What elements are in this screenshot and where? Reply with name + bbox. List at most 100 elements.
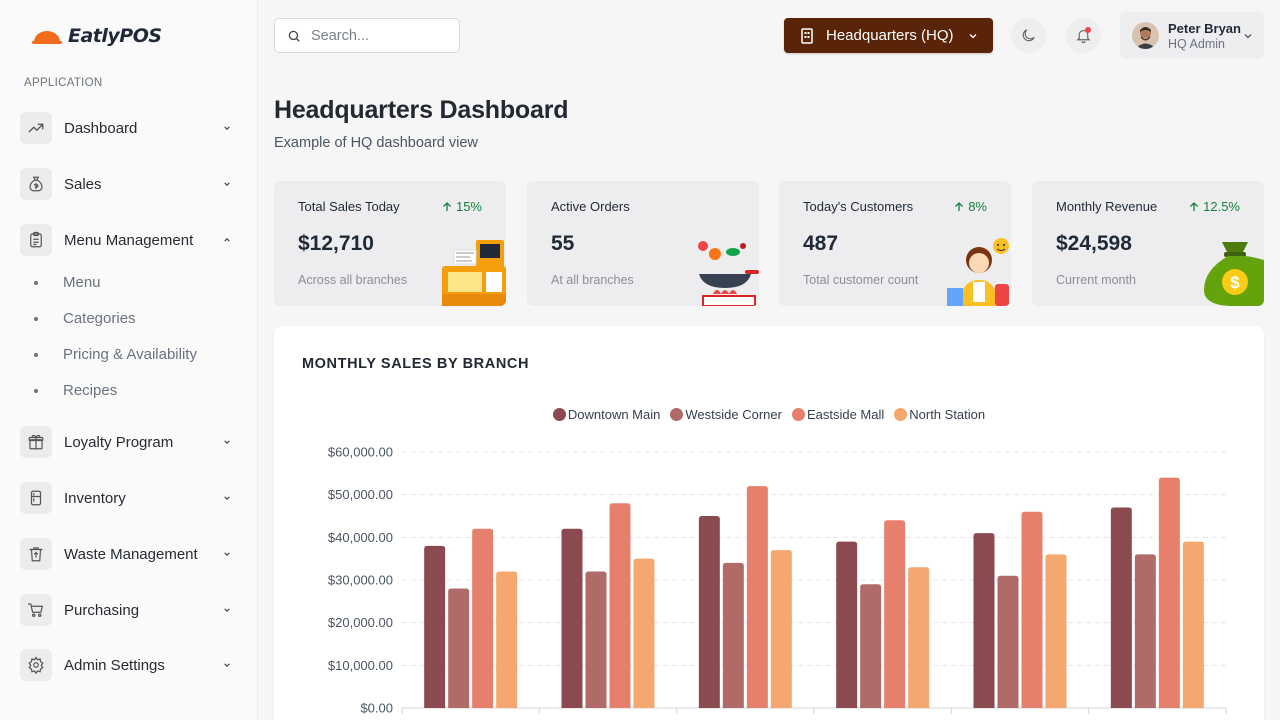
user-menu[interactable]: Peter Bryan HQ Admin [1120,12,1264,59]
y-tick-label: $10,000.00 [328,658,393,673]
bar[interactable] [1110,507,1132,708]
building-icon [801,27,813,44]
bar-chart: $0.00 $10,000.00 $20,000.00 $30,000.00 $40,0… [328,445,1227,716]
cash-register-icon [442,240,506,306]
search-input[interactable] [311,27,451,44]
sidebar-subitem-label: Categories [63,310,136,327]
bar[interactable] [609,503,631,708]
sidebar-item-label: Sales [64,175,102,193]
bar[interactable] [884,520,906,708]
bar[interactable] [424,545,446,708]
bar[interactable] [973,533,995,708]
user-name: Peter Bryan [1168,20,1241,36]
sidebar-subitem-menu[interactable]: Menu [34,274,101,291]
legend-swatch [670,408,684,421]
chevron-down-icon [224,663,230,667]
trending-up-icon [20,112,52,144]
page-subtitle: Example of HQ dashboard view [274,135,478,151]
card-change-value: 8% [968,199,987,214]
stat-card-total-sales: Total Sales Today 15% $12,710 Across all… [274,181,506,306]
legend-item[interactable]: Eastside Mall [791,407,884,422]
bar[interactable] [472,528,494,708]
sidebar-item-admin-settings[interactable]: Admin Settings [20,649,240,681]
money-bag-illustration-icon: $ [1204,242,1264,306]
arrow-up-icon [443,201,451,211]
legend-item[interactable]: North Station [894,407,985,422]
sidebar-item-label: Loyalty Program [64,433,174,451]
fridge-icon [20,482,52,514]
svg-text:$: $ [1230,273,1240,292]
page-title: Headquarters Dashboard [274,96,569,124]
bar[interactable] [746,486,768,708]
y-tick-label: $20,000.00 [328,615,393,630]
branch-selector-button[interactable]: Headquarters (HQ) [784,18,993,53]
bar[interactable] [770,550,792,708]
legend-swatch [791,408,805,421]
app-logo[interactable]: EatlyPOS [32,25,162,47]
sidebar-item-label: Dashboard [64,119,138,137]
bar[interactable] [836,541,858,708]
sidebar-item-sales[interactable]: Sales [20,168,240,200]
notifications-button[interactable] [1066,18,1101,53]
sidebar-item-purchasing[interactable]: Purchasing [20,594,240,626]
chevron-up-icon [224,238,230,242]
bar[interactable] [1045,554,1067,708]
chart-legend: Downtown Main Westside Corner Eastside Mal… [274,407,1264,422]
notification-dot [1085,27,1091,33]
bar[interactable] [585,571,607,708]
y-tick-label: $30,000.00 [328,573,393,588]
bar[interactable] [1134,554,1156,708]
search-box[interactable] [274,18,460,53]
bar[interactable] [908,567,930,708]
bar[interactable] [860,584,882,708]
sidebar-item-dashboard[interactable]: Dashboard [20,112,240,144]
sidebar-subitem-categories[interactable]: Categories [34,310,136,327]
card-note: Across all branches [298,273,408,287]
legend-swatch [552,408,566,421]
bar[interactable] [698,516,720,708]
sidebar-item-waste-management[interactable]: Waste Management [20,538,240,570]
branch-label: Headquarters (HQ) [826,27,954,44]
y-tick-label: $0.00 [360,701,393,716]
moon-icon [1022,29,1035,42]
bar[interactable] [448,588,470,708]
sidebar-item-label: Menu Management [64,231,194,249]
bar[interactable] [1158,477,1180,708]
chevron-down-icon [224,496,230,500]
bar[interactable] [561,528,583,708]
card-title: Total Sales Today [298,199,400,214]
card-value: $12,710 [298,232,374,255]
sidebar-subitem-pricing[interactable]: Pricing & Availability [34,346,197,363]
bullet-icon [34,388,38,393]
cart-icon [20,594,52,626]
card-title: Monthly Revenue [1056,199,1158,214]
app-name: EatlyPOS [68,25,162,47]
bar[interactable] [997,575,1019,708]
bar[interactable] [496,571,518,708]
bar[interactable] [722,562,744,708]
bar[interactable] [1021,511,1043,708]
legend-label: Downtown Main [567,407,661,422]
card-note: At all branches [551,273,634,287]
theme-toggle-button[interactable] [1011,18,1046,53]
sidebar-subitem-label: Pricing & Availability [63,346,197,363]
sidebar: EatlyPOS APPLICATION Dashboard Sales Men… [0,0,258,720]
sidebar-item-inventory[interactable]: Inventory [20,482,240,514]
legend-item[interactable]: Westside Corner [670,407,782,422]
money-bag-icon [20,168,52,200]
stat-card-active-orders: Active Orders 55 At all branches [527,181,759,306]
bar[interactable] [1182,541,1204,708]
chevron-down-icon [224,608,230,612]
sidebar-item-loyalty-program[interactable]: Loyalty Program [20,426,240,458]
stat-card-monthly-revenue: Monthly Revenue 12.5% $24,598 Current mo… [1032,181,1264,306]
avatar [1132,22,1159,49]
sidebar-item-menu-management[interactable]: Menu Management [20,224,240,256]
sidebar-subitem-recipes[interactable]: Recipes [34,382,117,399]
sidebar-item-label: Waste Management [64,545,198,563]
bar[interactable] [633,558,655,708]
stat-card-customers: Today's Customers 8% 487 Total customer … [779,181,1011,306]
card-value: 55 [551,232,575,255]
legend-label: Westside Corner [685,407,782,422]
card-title: Active Orders [551,199,630,214]
legend-item[interactable]: Downtown Main [552,407,661,422]
